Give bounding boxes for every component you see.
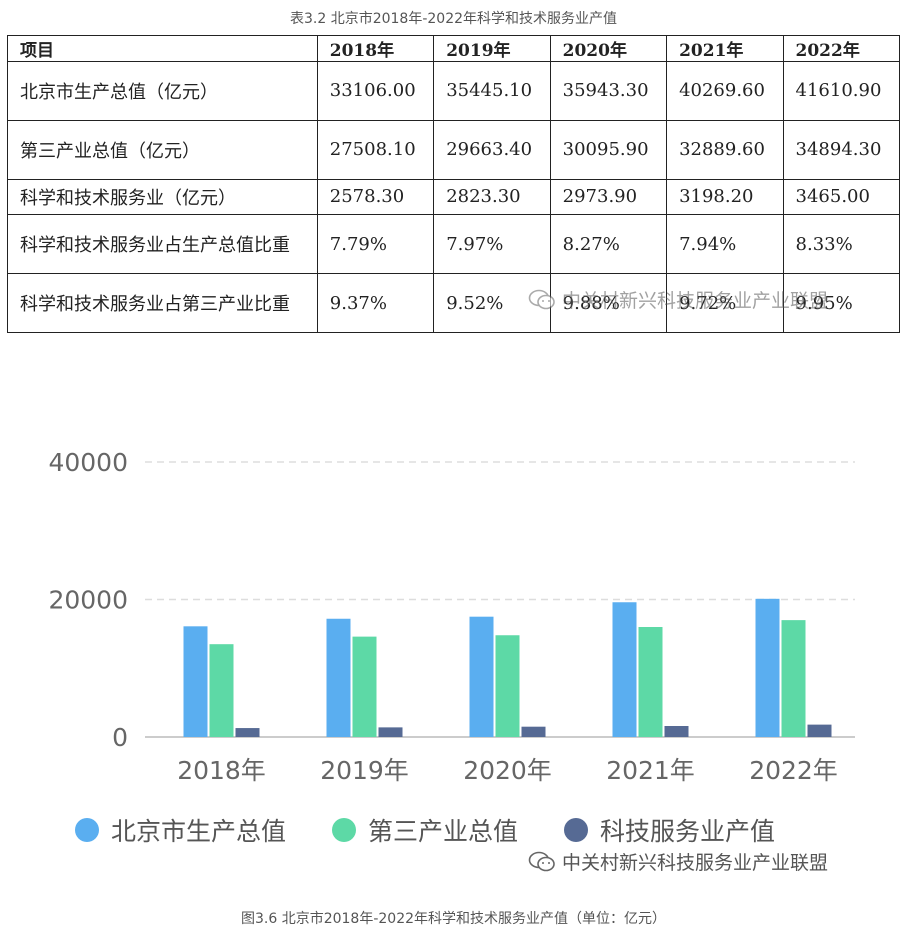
table-cell: 科学和技术服务业占第三产业比重 (7, 273, 318, 333)
bar-gdp-2019年 (326, 618, 351, 737)
table-row: 科学和技术服务业占第三产业比重 9.37% 9.52% 9.88% 9.72% … (7, 273, 901, 333)
table-cell: 30095.90 (549, 119, 668, 180)
watermark-text: 中关村新兴科技服务业产业联盟 (562, 290, 829, 312)
table-header-row: 项目 2018年 2019年 2020年 2021年 2022年 (7, 35, 901, 62)
table-cell: 7.94% (666, 214, 784, 275)
table-cell: 33106.00 (316, 61, 435, 121)
table-cell: 9.95% (782, 273, 901, 333)
legend-dot-gdp (75, 818, 99, 842)
legend-item-gdp: 北京市生产总值 (75, 812, 286, 848)
bar-tech-2019年 (378, 727, 403, 737)
table-cell: 9.37% (316, 273, 435, 333)
bar-gdp-2018年 (183, 626, 208, 737)
header-cell-2021: 2021年 (666, 35, 784, 62)
bar-tertiary-2020年 (495, 635, 520, 737)
legend-dot-tech (564, 818, 589, 842)
table-cell: 29663.40 (433, 119, 551, 180)
x-tick-label: 2022年 (749, 756, 838, 785)
legend-label: 科技服务业产值 (600, 817, 776, 846)
table-row: 第三产业总值（亿元） 27508.10 29663.40 30095.90 32… (7, 119, 901, 180)
chart-bars (183, 598, 832, 737)
header-cell-2019: 2019年 (433, 35, 551, 62)
y-tick-label: 0 (112, 723, 128, 752)
table-cell: 27508.10 (316, 119, 435, 180)
table-cell: 8.33% (782, 214, 901, 275)
table-cell: 9.88% (549, 273, 668, 333)
x-tick-label: 2018年 (177, 756, 266, 785)
header-cell-2020: 2020年 (549, 35, 668, 62)
bar-tertiary-2018年 (209, 644, 234, 737)
chart-legend: 北京市生产总值 第三产业总值 科技服务业产值 (75, 812, 775, 848)
table-cell: 2578.30 (316, 178, 435, 216)
bar-tertiary-2021年 (638, 627, 663, 737)
table-cell: 35943.30 (549, 61, 668, 121)
table-cell: 北京市生产总值（亿元） (7, 61, 318, 121)
x-tick-label: 2021年 (606, 756, 695, 785)
table-cell: 3198.20 (666, 178, 784, 216)
table-cell: 3465.00 (782, 178, 901, 216)
wechat-icon (528, 851, 555, 871)
legend-item-tertiary: 第三产业总值 (332, 812, 518, 848)
table-cell: 9.72% (666, 273, 784, 333)
table-cell: 2973.90 (549, 178, 668, 216)
table-cell: 7.97% (433, 214, 551, 275)
header-cell-2022: 2022年 (782, 35, 901, 62)
bar-tech-2020年 (521, 726, 546, 737)
bar-gdp-2020年 (469, 616, 494, 737)
header-cell-2018: 2018年 (316, 35, 435, 62)
legend-item-tech: 科技服务业产值 (564, 812, 775, 848)
watermark: 中关村新兴科技服务业产业联盟 (528, 848, 828, 875)
table-cell: 8.27% (549, 214, 668, 275)
y-tick-label: 20000 (48, 586, 128, 615)
table-row: 科学和技术服务业（亿元） 2578.30 2823.30 2973.90 319… (7, 178, 901, 216)
data-table: 项目 2018年 2019年 2020年 2021年 2022年 北京市生产总值… (7, 35, 901, 333)
figure-caption: 图3.6 北京市2018年-2022年科学和技术服务业产值（单位：亿元） (240, 911, 667, 927)
bar-tech-2018年 (235, 728, 260, 737)
table-caption: 表3.2 北京市2018年-2022年科学和技术服务业产值 (289, 11, 618, 27)
y-axis-ticks: 40000 20000 0 (48, 448, 128, 752)
table-cell: 40269.60 (666, 61, 784, 121)
table-cell: 41610.90 (782, 61, 901, 121)
watermark-text: 中关村新兴科技服务业产业联盟 (562, 852, 829, 874)
table-cell: 科学和技术服务业占生产总值比重 (7, 214, 318, 275)
bar-tertiary-2022年 (781, 620, 806, 737)
table-cell: 35445.10 (433, 61, 551, 121)
legend-label: 北京市生产总值 (111, 817, 287, 846)
table-cell: 科学和技术服务业（亿元） (7, 178, 318, 216)
watermark: 中关村新兴科技服务业产业联盟 (528, 286, 828, 313)
wechat-icon (528, 289, 555, 309)
x-axis-ticks: 2018年 2019年 2020年 2021年 2022年 (177, 756, 838, 785)
table-row: 北京市生产总值（亿元） 33106.00 35445.10 35943.30 4… (7, 61, 901, 121)
table-row: 科学和技术服务业占生产总值比重 7.79% 7.97% 8.27% 7.94% … (7, 214, 901, 275)
x-tick-label: 2019年 (320, 756, 409, 785)
bar-tech-2022年 (807, 724, 832, 737)
bar-chart: 40000 20000 0 2018年 2019年 2020年 2021年 2022年 (48, 448, 855, 785)
table-cell: 34894.30 (782, 119, 901, 180)
bar-gdp-2022年 (755, 598, 780, 737)
table-cell: 2823.30 (433, 178, 551, 216)
bar-tertiary-2019年 (352, 636, 377, 737)
table-cell: 9.52% (433, 273, 551, 333)
x-tick-label: 2020年 (463, 756, 552, 785)
y-tick-label: 40000 (48, 448, 128, 477)
bar-gdp-2021年 (612, 602, 637, 737)
table-cell: 32889.60 (666, 119, 784, 180)
table-cell: 第三产业总值（亿元） (7, 119, 318, 180)
bar-tech-2021年 (664, 726, 689, 737)
table-cell: 7.79% (316, 214, 435, 275)
legend-dot-tertiary (332, 818, 357, 842)
header-cell-item: 项目 (7, 35, 318, 62)
legend-label: 第三产业总值 (368, 817, 519, 846)
